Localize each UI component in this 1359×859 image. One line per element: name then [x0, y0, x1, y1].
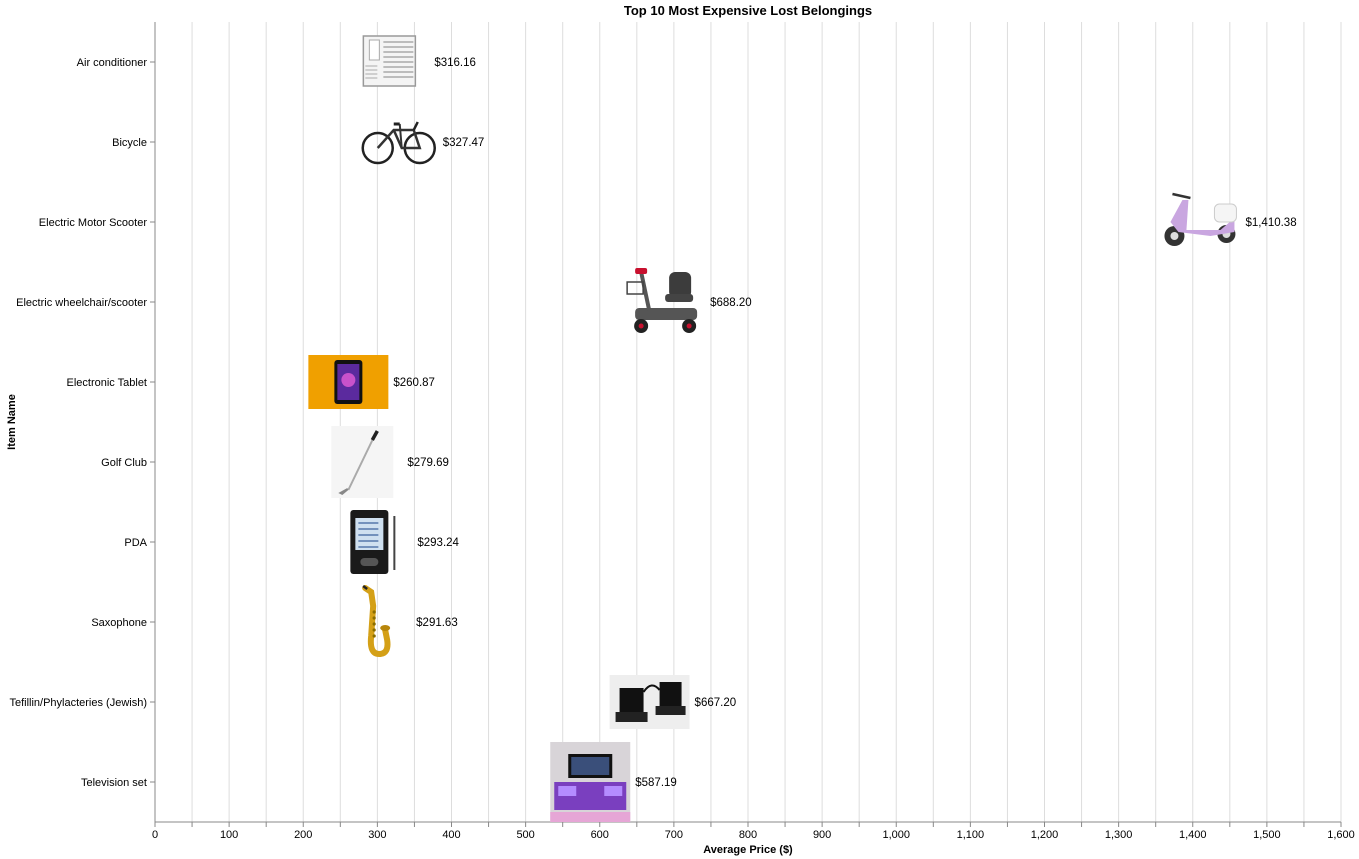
- x-tick-label: 900: [813, 829, 831, 841]
- x-tick-label: 0: [152, 829, 158, 841]
- value-label: $291.63: [416, 617, 458, 629]
- value-label: $688.20: [710, 297, 752, 309]
- bicycle-icon: [361, 121, 436, 165]
- x-tick-label: 1,400: [1179, 829, 1207, 841]
- marks: [308, 35, 1237, 822]
- value-label: $260.87: [393, 377, 435, 389]
- y-axis: Air conditioner Bicycle Electric Motor Sco…: [9, 22, 156, 822]
- value-label: $279.69: [407, 457, 449, 469]
- x-tick-label: 1,500: [1253, 829, 1281, 841]
- x-tick-label: 1,300: [1105, 829, 1133, 841]
- value-label: $1,410.38: [1245, 217, 1296, 229]
- y-tick-label: Air conditioner: [77, 57, 148, 69]
- x-tick-label: 100: [220, 829, 238, 841]
- mobility-scooter-icon: [626, 268, 698, 333]
- tefillin-icon: [609, 675, 690, 729]
- motor-scooter-icon: [1164, 192, 1237, 246]
- x-tick-label: 500: [516, 829, 534, 841]
- value-label: $293.24: [417, 537, 459, 549]
- y-tick-label: Television set: [81, 777, 147, 789]
- saxophone-icon: [362, 585, 391, 658]
- y-axis-title: Item Name: [6, 394, 18, 450]
- y-tick-label: Electric Motor Scooter: [39, 217, 148, 229]
- pda-icon: [350, 510, 396, 574]
- chart-title: Top 10 Most Expensive Lost Belongings: [624, 3, 872, 18]
- value-label: $316.16: [434, 57, 476, 69]
- y-tick-label: Bicycle: [112, 137, 147, 149]
- grid: [154, 22, 1342, 822]
- y-tick-label: Electric wheelchair/scooter: [16, 297, 147, 309]
- x-axis: 0 100 200 300 400 500 600 700 800 900 1,000 1,100 1,…: [152, 821, 1355, 841]
- x-tick-label: 300: [368, 829, 386, 841]
- y-tick-label: Saxophone: [91, 617, 147, 629]
- y-tick-label: Tefillin/Phylacteries (Jewish): [9, 697, 147, 709]
- x-tick-label: 1,600: [1327, 829, 1355, 841]
- tablet-icon: [308, 355, 389, 409]
- golf-club-icon: [331, 426, 394, 498]
- x-axis-title: Average Price ($): [703, 844, 793, 856]
- value-label: $667.20: [695, 697, 737, 709]
- x-tick-label: 1,000: [882, 829, 910, 841]
- x-tick-label: 800: [739, 829, 757, 841]
- x-tick-label: 200: [294, 829, 312, 841]
- y-tick-label: Golf Club: [101, 457, 147, 469]
- value-labels: $316.16 $327.47 $1,410.38 $688.20 $260.87 $27…: [393, 57, 1296, 789]
- value-label: $327.47: [443, 137, 485, 149]
- x-tick-label: 400: [442, 829, 460, 841]
- y-tick-label: PDA: [124, 537, 147, 549]
- x-tick-label: 700: [665, 829, 683, 841]
- x-tick-label: 600: [591, 829, 609, 841]
- television-icon: [550, 742, 631, 822]
- x-tick-label: 1,200: [1031, 829, 1059, 841]
- y-tick-label: Electronic Tablet: [66, 377, 147, 389]
- x-tick-label: 1,100: [957, 829, 985, 841]
- value-label: $587.19: [635, 777, 677, 789]
- air-conditioner-icon: [362, 35, 417, 87]
